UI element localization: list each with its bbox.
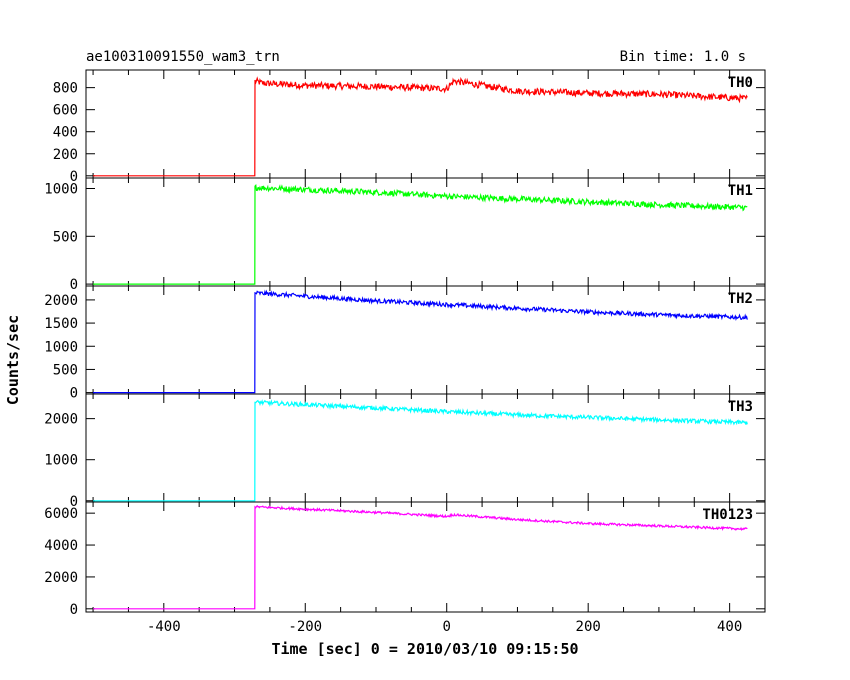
panel-th3: 0 1000 2000 TH3	[44, 393, 766, 510]
x-tick-label: -400	[147, 619, 181, 635]
panel-th0: 0 200 400 600 800 TH0	[53, 69, 766, 185]
y-tick-label: 1000	[44, 339, 78, 355]
chart-title-left: ae100310091550_wam3_trn	[86, 49, 280, 65]
series-label: TH0123	[702, 507, 753, 523]
panels-group: 0 200 400 600 800 TH0 0 500 1000 TH1 0 500 1000 1500 2…	[44, 69, 766, 635]
series-label: TH3	[728, 399, 753, 415]
x-tick-label: -200	[288, 619, 322, 635]
y-tick-label: 200	[53, 147, 78, 163]
series-line-th1	[93, 184, 748, 285]
series-line-th2	[93, 289, 748, 394]
y-tick-label: 1000	[44, 453, 78, 469]
y-tick-label: 500	[53, 362, 78, 378]
chart-title-right: Bin time: 1.0 s	[620, 49, 746, 65]
y-tick-label: 6000	[44, 506, 78, 522]
series-line-th0	[93, 76, 748, 177]
panel-th2: 0 500 1000 1500 2000 TH2	[44, 285, 766, 402]
y-tick-label: 0	[70, 494, 78, 510]
y-tick-label: 1500	[44, 316, 78, 332]
y-tick-label: 500	[53, 229, 78, 245]
y-tick-label: 0	[70, 277, 78, 293]
y-tick-label: 2000	[44, 293, 78, 309]
series-line-th3	[93, 399, 748, 502]
y-tick-label: 0	[70, 602, 78, 618]
series-label: TH0	[728, 75, 753, 91]
panel-th1: 0 500 1000 TH1	[44, 177, 766, 293]
panel-th0123: 0 2000 4000 6000 TH0123	[44, 501, 766, 618]
x-tick-label: 200	[576, 619, 601, 635]
panel-frame	[85, 501, 766, 613]
y-tick-label: 0	[70, 386, 78, 402]
series-label: TH1	[728, 183, 753, 199]
x-tick-label: 400	[717, 619, 742, 635]
y-tick-label: 4000	[44, 538, 78, 554]
panel-frame	[85, 285, 766, 395]
y-axis-label: Counts/sec	[4, 315, 22, 405]
y-tick-label: 800	[53, 81, 78, 97]
x-tick-label: 0	[443, 619, 451, 635]
y-tick-label: 1000	[44, 182, 78, 198]
x-axis-label: Time [sec] 0 = 2010/03/10 09:15:50	[271, 640, 578, 658]
series-line-th0123	[93, 504, 748, 610]
y-tick-label: 2000	[44, 412, 78, 428]
y-tick-label: 2000	[44, 570, 78, 586]
series-label: TH2	[728, 291, 753, 307]
y-tick-label: 0	[70, 169, 78, 185]
y-tick-label: 400	[53, 125, 78, 141]
y-tick-label: 600	[53, 103, 78, 119]
